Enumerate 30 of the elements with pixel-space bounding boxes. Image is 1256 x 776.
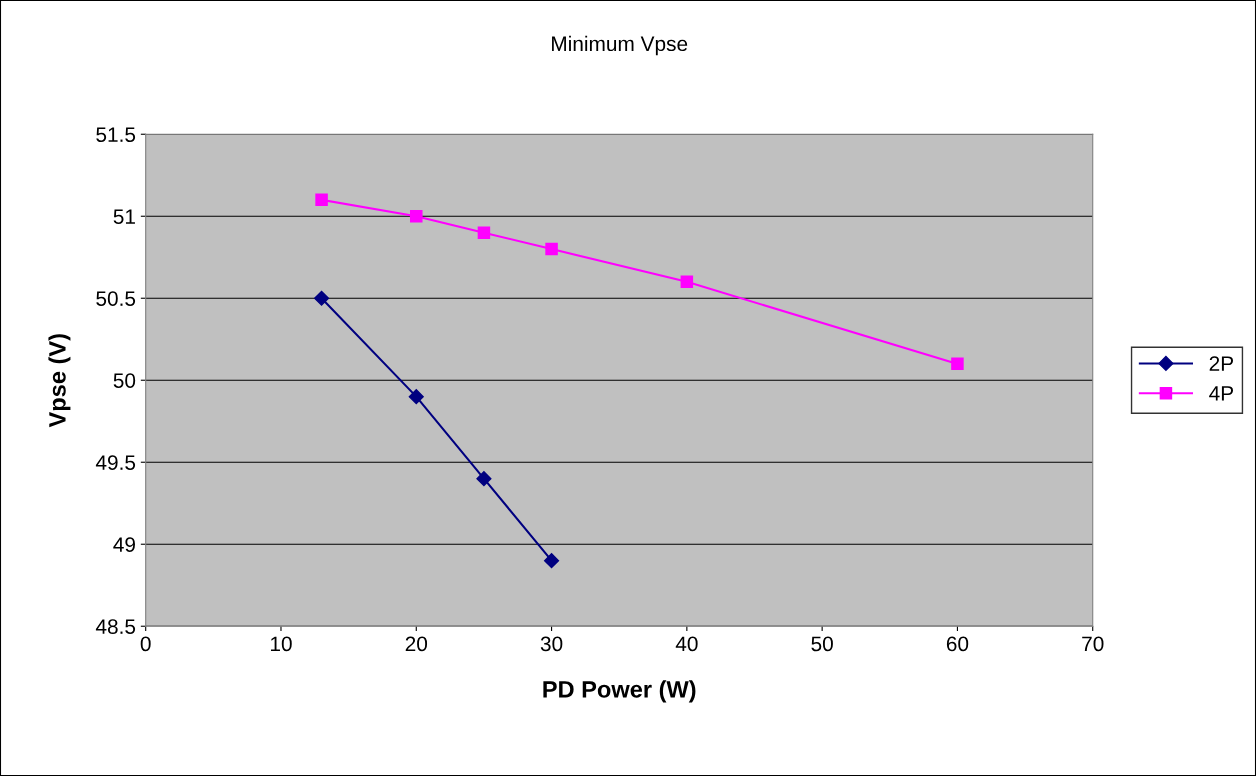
y-tick-label: 48.5 (95, 619, 136, 634)
point (477, 226, 491, 239)
y-tick-label: 49.5 (95, 455, 136, 470)
point (545, 242, 558, 256)
y-tick-label: 51 (113, 209, 135, 224)
y-tick-label: 50 (113, 373, 136, 388)
x-tick-label: 70 (1082, 636, 1104, 652)
point (680, 275, 694, 289)
point (408, 389, 424, 405)
legend-label: 2P (1209, 356, 1234, 371)
y-axis-title: Vpse (V) (48, 334, 71, 428)
point (315, 193, 328, 207)
x-tick-label: 50 (811, 636, 833, 652)
x-tick-label: 0 (140, 636, 151, 652)
chart-title: Minimum Vpse (552, 35, 688, 56)
y-tick-label: 51.5 (96, 127, 136, 142)
x-axis-title: PD Power (W) (543, 680, 696, 703)
point (543, 553, 560, 569)
y-tick-label: 49 (113, 537, 135, 552)
point (476, 471, 492, 487)
x-tick-label: 10 (270, 636, 292, 652)
point (951, 357, 964, 371)
x-tick-label: 20 (405, 636, 428, 652)
point (314, 290, 330, 306)
x-tick-label: 40 (675, 636, 698, 652)
point (410, 209, 423, 223)
x-tick-label: 30 (540, 636, 563, 652)
legend-label: 4P (1209, 386, 1234, 401)
x-tick-label: 60 (946, 636, 969, 652)
y-tick-label: 50.5 (96, 291, 136, 306)
